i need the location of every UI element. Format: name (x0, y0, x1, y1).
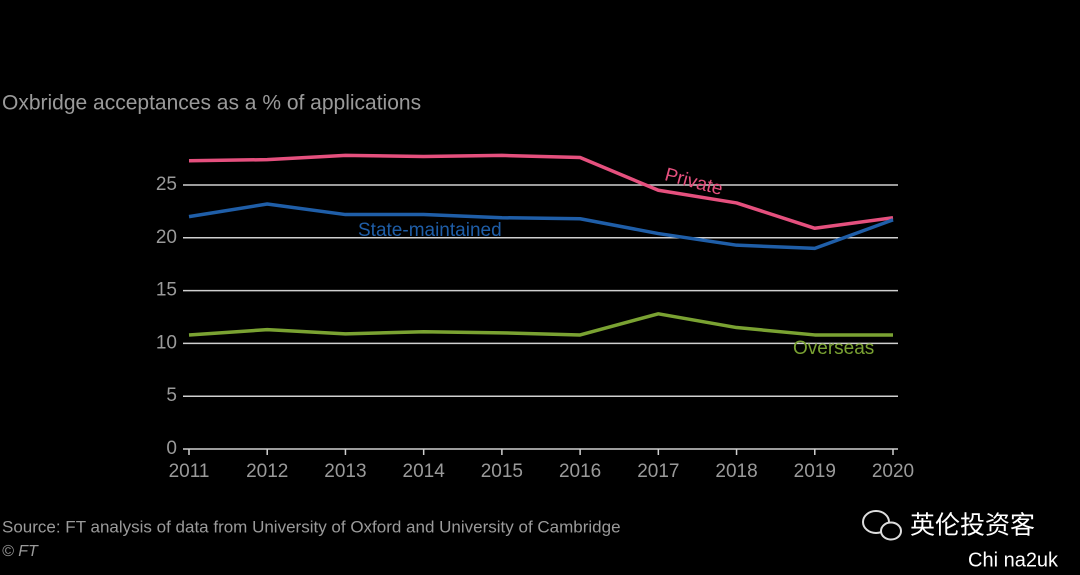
chart-subtitle: Oxbridge acceptances as a % of applicati… (2, 92, 421, 115)
watermark: 英伦投资客 (910, 512, 1035, 540)
x-tick-label: 2017 (637, 461, 679, 482)
x-tick-label: 2015 (481, 461, 523, 482)
series-line (188, 312, 893, 337)
source: Source: FT analysis of data from Univers… (2, 517, 621, 536)
y-tick-label: 20 (156, 227, 177, 248)
x-tick-label: 2012 (246, 461, 288, 482)
watermark-icon (862, 510, 902, 541)
series-label: State-maintained (358, 220, 502, 241)
x-tick-label: 2014 (403, 461, 446, 482)
series-line (188, 202, 894, 251)
credit: © FT (2, 543, 39, 560)
x-tick-label: 2020 (872, 461, 914, 482)
watermark-sub: Chi na2uk (968, 549, 1059, 571)
series-line (188, 153, 894, 231)
y-tick-label: 0 (166, 438, 177, 459)
x-tick-label: 2011 (169, 461, 210, 482)
y-tick-label: 5 (166, 385, 177, 406)
series-label: Overseas (793, 338, 874, 359)
y-tick-label: 15 (156, 280, 177, 301)
x-tick-label: 2019 (794, 461, 836, 482)
x-tick-label: 2016 (559, 461, 601, 482)
y-tick-label: 25 (156, 174, 177, 195)
y-tick-label: 10 (156, 332, 177, 353)
x-tick-label: 2013 (324, 461, 366, 482)
x-tick-label: 2018 (715, 461, 757, 482)
